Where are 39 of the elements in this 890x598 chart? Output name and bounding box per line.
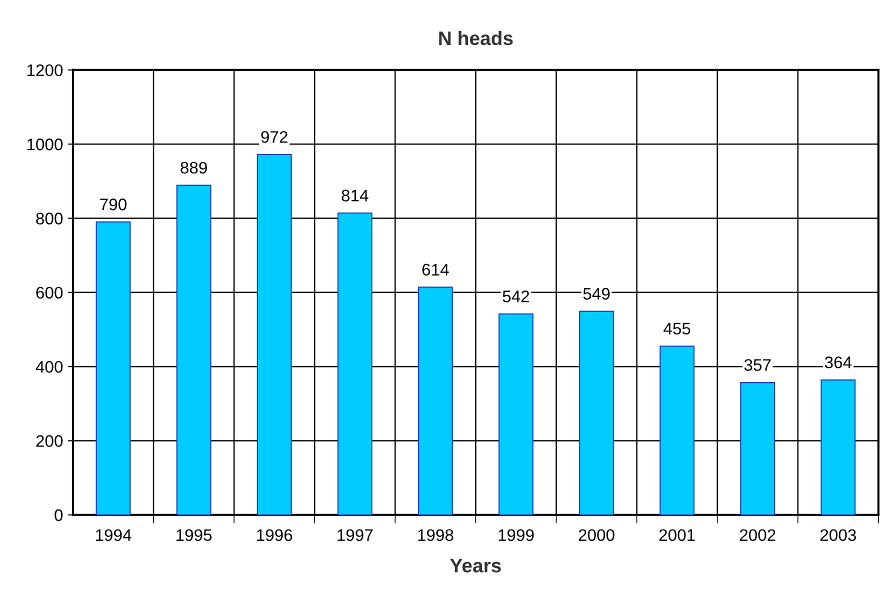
y-tick-label: 400 — [36, 360, 63, 373]
bar — [498, 313, 534, 515]
x-tick-label: 1998 — [418, 529, 454, 542]
y-tick-label: 0 — [54, 509, 63, 522]
data-label: 542 — [502, 290, 530, 302]
bar — [418, 286, 453, 515]
x-tick-label: 2000 — [578, 529, 614, 542]
x-tick-label: 2003 — [820, 529, 856, 542]
bar — [660, 346, 695, 515]
data-label: 614 — [422, 264, 449, 276]
x-tick-label: 1999 — [498, 529, 534, 542]
bar — [256, 154, 292, 515]
bar — [820, 379, 856, 515]
bar — [579, 310, 614, 515]
y-tick-label: 1000 — [27, 138, 63, 150]
x-tick-label: 1994 — [96, 529, 132, 542]
data-label: 889 — [180, 162, 207, 174]
x-tick-label: 2001 — [659, 529, 695, 542]
x-tick-label: 1996 — [257, 529, 292, 542]
x-tick-label: 1995 — [176, 529, 212, 542]
x-tick-label: 2002 — [740, 529, 776, 542]
y-tick-label: 200 — [36, 435, 63, 447]
x-axis-title: Years — [450, 558, 501, 572]
data-label: 814 — [342, 190, 368, 202]
data-label: 455 — [664, 322, 690, 335]
bar — [337, 212, 372, 515]
bar — [176, 184, 212, 515]
data-label: 549 — [583, 288, 610, 300]
bar — [96, 221, 131, 515]
x-tick-label: 1997 — [338, 529, 373, 542]
y-tick-label: 800 — [36, 212, 63, 224]
data-label: 790 — [100, 198, 127, 210]
y-tick-label: 600 — [36, 286, 63, 299]
data-label: 357 — [744, 359, 771, 371]
data-label: 972 — [261, 131, 288, 143]
y-tick-label: 1200 — [27, 64, 63, 76]
bar — [740, 382, 776, 515]
chart-title: N heads — [439, 30, 513, 46]
data-label: 364 — [824, 356, 852, 368]
